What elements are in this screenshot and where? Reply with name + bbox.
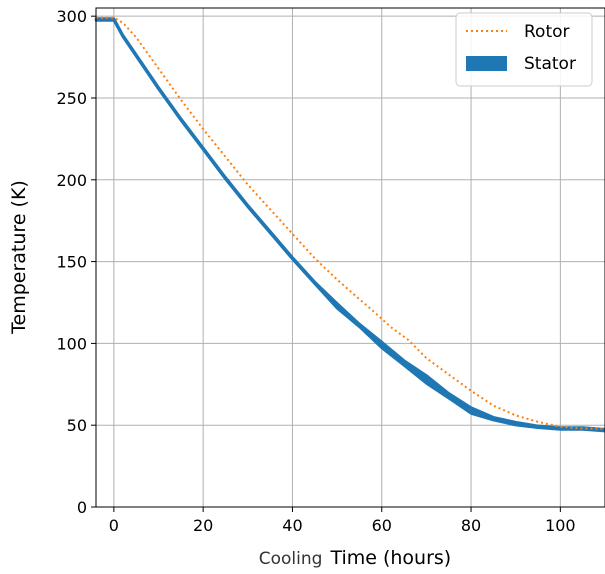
x-tick-label: 100 (545, 516, 576, 535)
x-tick-label: 80 (461, 516, 481, 535)
x-axis-label-prefix: Cooling (259, 549, 323, 569)
axis-ticks: 0 20 40 60 80 100 0 50 100 150 200 250 300 (56, 7, 575, 535)
y-tick-label: 100 (56, 334, 87, 353)
legend-stator-label: Stator (524, 54, 576, 74)
x-tick-label: 40 (282, 516, 302, 535)
plot-series (94, 16, 605, 433)
legend-stator-swatch (466, 56, 507, 71)
x-axis-label-main: Time (hours) (329, 547, 451, 569)
y-axis-label: Temperature (K) (8, 180, 30, 335)
y-tick-label: 200 (56, 171, 87, 190)
x-axis-label: Cooling Time (hours) (259, 547, 451, 569)
x-tick-label: 60 (372, 516, 392, 535)
y-tick-label: 50 (67, 416, 87, 435)
legend: Rotor Stator (455, 12, 593, 87)
legend-rotor-label: Rotor (524, 22, 570, 42)
y-tick-label: 0 (77, 498, 87, 517)
y-tick-label: 250 (56, 89, 87, 108)
y-tick-label: 300 (56, 7, 87, 26)
plot-area-frame (95, 7, 605, 508)
x-tick-label: 20 (193, 516, 213, 535)
axes (95, 7, 605, 508)
stator-series-band (94, 17, 605, 433)
x-tick-label: 0 (109, 516, 119, 535)
y-tick-label: 150 (56, 253, 87, 272)
